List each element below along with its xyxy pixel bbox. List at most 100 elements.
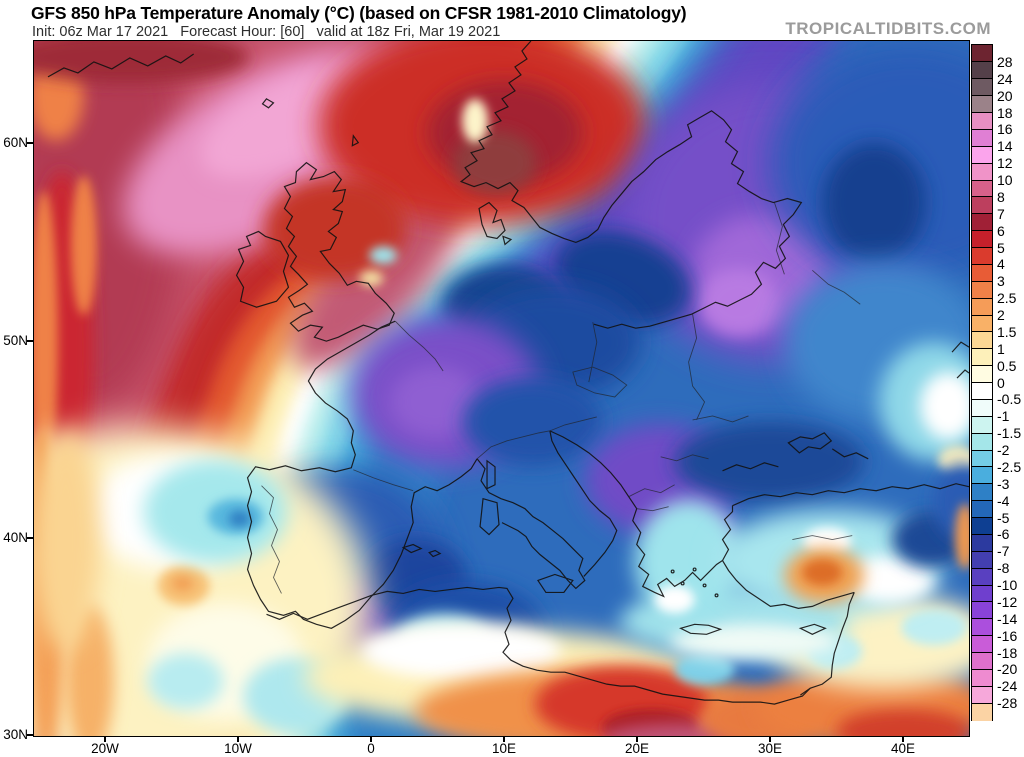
colorbar-tick-line <box>972 685 992 687</box>
colorbar-segment <box>972 213 992 232</box>
colorbar-segment <box>972 652 992 670</box>
southern-details <box>34 426 969 736</box>
colorbar-tick-label: 6 <box>997 222 1005 239</box>
lat-label: 50N <box>3 333 28 348</box>
colorbar-tick-label: 0.5 <box>997 357 1017 374</box>
colorbar-segment <box>972 382 992 400</box>
lon-label: 20W <box>91 741 119 756</box>
colorbar-tick-line <box>972 95 992 97</box>
colorbar-tick-label: 2 <box>997 307 1005 323</box>
colorbar-tick-label: 24 <box>997 70 1013 87</box>
lon-label: 30E <box>757 741 783 756</box>
colorbar-tick-line <box>972 247 992 248</box>
lon-tick <box>503 737 505 742</box>
colorbar-tick-label: -24 <box>997 678 1018 695</box>
colorbar-tick-label: -12 <box>997 593 1018 610</box>
colorbar-segment <box>972 635 992 653</box>
colorbar-tick-line <box>972 466 992 468</box>
colorbar-tick-line <box>972 415 992 417</box>
colorbar-segment <box>972 601 992 620</box>
colorbar-tick-label: -16 <box>997 627 1018 644</box>
colorbar-tick-line <box>972 280 992 282</box>
colorbar-segment <box>972 163 992 181</box>
colorbar-segment <box>972 264 992 282</box>
lon-label: 40E <box>890 741 916 756</box>
lon-tick <box>104 737 106 742</box>
colorbar-tick-label: 1 <box>997 340 1005 357</box>
colorbar-tick-line <box>972 382 992 383</box>
colorbar-tick-line <box>972 567 992 569</box>
lon-tick <box>902 737 904 742</box>
colorbar-tick-label: 2.5 <box>997 290 1017 307</box>
colorbar-tick-label: -8 <box>997 560 1010 577</box>
colorbar-segment <box>972 534 992 552</box>
lat-tick <box>27 340 33 342</box>
lon-tick <box>370 737 372 742</box>
colorbar-tick-line <box>972 517 992 518</box>
country-borders <box>261 202 861 594</box>
colorbar-tick-line <box>972 196 992 198</box>
colorbar-segment <box>972 686 992 704</box>
colorbar-tick-label: 1.5 <box>997 323 1017 340</box>
colorbar-segment <box>972 78 992 97</box>
lat-label: 60N <box>3 135 28 150</box>
lat-tick <box>27 537 33 539</box>
colorbar-tick-label: 8 <box>997 188 1005 205</box>
colorbar-tick-label: 20 <box>997 87 1013 104</box>
colorbar-tick-line <box>972 348 992 350</box>
colorbar-segment <box>972 196 992 215</box>
colorbar-tick-line <box>972 601 992 603</box>
colorbar-segment <box>972 315 992 333</box>
colorbar-tick-label: 3 <box>997 273 1005 290</box>
colorbar-segment <box>972 551 992 569</box>
colorbar-tick-line <box>972 230 992 232</box>
colorbar-tick-label: 12 <box>997 155 1013 172</box>
colorbar-tick-line <box>972 179 992 181</box>
colorbar-tick-line <box>972 314 992 316</box>
site-watermark: TROPICALTIDBITS.COM <box>785 19 991 38</box>
lon-label: 20E <box>624 741 650 756</box>
colorbar-tick-line <box>972 162 992 164</box>
colorbar-segment <box>972 129 992 147</box>
colorbar-tick-label: -5 <box>997 509 1010 526</box>
lon-tick <box>636 737 638 742</box>
colorbar-tick-label: -20 <box>997 661 1018 678</box>
colorbar-tick-line <box>972 213 992 215</box>
colorbar-tick-line <box>972 652 992 653</box>
colorbar-tick-line <box>972 61 992 63</box>
colorbar-segment <box>972 466 992 485</box>
colorbar-segment <box>972 45 992 63</box>
colorbar-tick-line <box>972 618 992 620</box>
colorbar-tick-label: -2.5 <box>997 458 1022 475</box>
colorbar-tick-label: -28 <box>997 695 1018 712</box>
colorbar-tick-label: -1.5 <box>997 425 1022 442</box>
colorbar-tick-line <box>972 483 992 485</box>
colorbar-tick-label: -1 <box>997 408 1010 425</box>
colorbar-tick-label: -7 <box>997 543 1010 560</box>
colorbar-segment <box>972 669 992 687</box>
colorbar-segment <box>972 500 992 518</box>
colorbar-tick-label: -2 <box>997 442 1010 458</box>
colorbar-tick-line <box>972 145 992 147</box>
colorbar-tick-label: -6 <box>997 526 1010 543</box>
lat-tick <box>27 734 33 736</box>
colorbar-tick-line <box>972 584 992 586</box>
colorbar-tick-line <box>972 533 992 535</box>
colorbar-segment <box>972 618 992 637</box>
lat-label: 30N <box>3 727 28 742</box>
colorbar-tick-line <box>972 112 992 113</box>
lon-label: 0 <box>367 741 375 756</box>
lon-tick <box>769 737 771 742</box>
colorbar-tick-line <box>972 365 992 367</box>
colorbar-tick-label: 4 <box>997 256 1005 273</box>
lat-tick <box>27 142 33 144</box>
colorbar-tick-line <box>972 398 992 400</box>
colorbar-segment <box>972 450 992 468</box>
page-title: GFS 850 hPa Temperature Anomaly (°C) (ba… <box>31 3 687 23</box>
colorbar-segment <box>972 230 992 248</box>
colorbar-segment <box>972 517 992 535</box>
colorbar: 28 24 20 18 16 14 12 10 8 7 6 5 4 3 2.5 2 1.5 1 0.5 0 -0.5 -1… <box>971 44 1021 721</box>
lon-label: 10E <box>491 741 517 756</box>
colorbar-segment <box>972 433 992 451</box>
